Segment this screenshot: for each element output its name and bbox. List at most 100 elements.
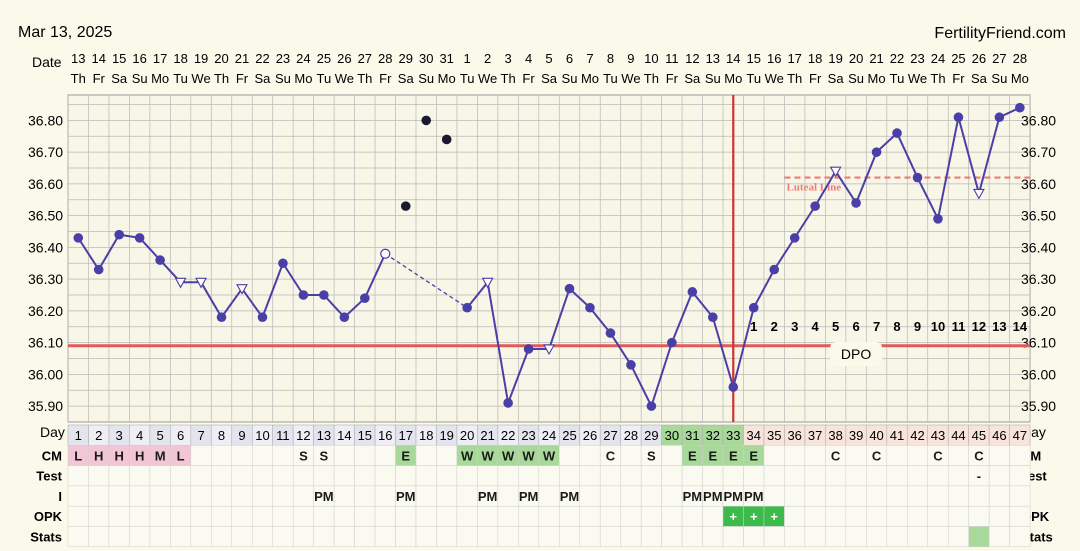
table-cell xyxy=(477,465,499,487)
temp-point[interactable] xyxy=(851,198,861,208)
table-cell xyxy=(272,465,294,487)
day-number: 39 xyxy=(849,428,863,443)
temp-point[interactable] xyxy=(708,312,718,323)
table-cell xyxy=(599,505,621,527)
brand-logo[interactable]: FertilityFriend.com xyxy=(934,25,1066,42)
temp-point-discarded[interactable] xyxy=(400,201,411,211)
temp-point[interactable] xyxy=(339,312,350,323)
table-cell xyxy=(988,526,1010,548)
date-tick: 24 xyxy=(296,51,310,66)
temp-point[interactable] xyxy=(892,128,902,138)
table-cell-value: PM xyxy=(744,489,764,504)
temp-point[interactable] xyxy=(523,344,534,354)
table-cell xyxy=(374,505,396,527)
temp-point[interactable] xyxy=(748,302,759,313)
table-cell xyxy=(333,485,355,507)
table-cell xyxy=(661,465,683,487)
date-tick: 17 xyxy=(787,51,801,66)
temp-point-triangle[interactable] xyxy=(543,344,555,356)
table-cell xyxy=(251,445,273,466)
temp-point[interactable] xyxy=(605,328,616,338)
temp-point[interactable] xyxy=(134,233,145,243)
table-cell xyxy=(415,465,437,487)
temp-line-segment xyxy=(977,116,1001,194)
temp-point-open[interactable] xyxy=(380,248,391,259)
y-tick-left: 36.10 xyxy=(28,335,63,351)
date-tick: 20 xyxy=(849,51,863,66)
temp-line-segment xyxy=(691,291,714,318)
table-cell-value: C xyxy=(933,448,943,463)
table-cell xyxy=(292,465,314,487)
temp-line-segment xyxy=(261,262,284,318)
temp-point[interactable] xyxy=(933,214,943,224)
temp-point-discarded[interactable] xyxy=(441,134,452,145)
table-cell-value: PM xyxy=(703,489,723,504)
day-number: 22 xyxy=(501,428,515,443)
temp-point-triangle[interactable] xyxy=(829,166,842,178)
temp-point[interactable] xyxy=(114,229,124,240)
temp-point[interactable] xyxy=(298,290,309,300)
table-cell xyxy=(559,445,581,466)
temp-point[interactable] xyxy=(585,302,595,313)
temp-point-triangle[interactable] xyxy=(174,277,187,289)
table-cell-value: E xyxy=(688,448,697,463)
temp-point[interactable] xyxy=(789,233,800,243)
temp-point[interactable] xyxy=(319,290,329,300)
temp-point[interactable] xyxy=(257,312,268,323)
table-cell xyxy=(456,465,478,487)
temp-line-segment xyxy=(814,170,837,207)
table-cell xyxy=(907,505,928,527)
temp-point[interactable] xyxy=(564,283,575,294)
temp-point[interactable] xyxy=(687,287,698,297)
table-cell xyxy=(579,526,601,548)
temp-point[interactable] xyxy=(360,293,370,303)
table-cell xyxy=(579,485,601,507)
temp-point-triangle[interactable] xyxy=(236,284,248,295)
temp-point-discarded[interactable] xyxy=(421,115,432,126)
temp-point[interactable] xyxy=(871,147,882,157)
temp-point[interactable] xyxy=(810,201,820,211)
temp-point[interactable] xyxy=(462,302,472,313)
temp-point[interactable] xyxy=(216,312,227,323)
temp-point-triangle[interactable] xyxy=(195,277,207,289)
temp-line-segment xyxy=(916,177,939,220)
temp-point-triangle[interactable] xyxy=(481,277,494,289)
temp-point[interactable] xyxy=(912,172,923,183)
table-cell xyxy=(477,526,499,548)
weekday-tick: Su xyxy=(132,71,148,86)
table-cell xyxy=(149,465,171,487)
weekday-tick: Sa xyxy=(541,71,558,86)
weekday-tick: Fr xyxy=(809,71,822,86)
day-number: 29 xyxy=(644,428,658,443)
temp-point[interactable] xyxy=(1015,102,1025,113)
table-cell xyxy=(211,445,233,466)
temp-point[interactable] xyxy=(667,337,677,348)
y-tick-right: 36.20 xyxy=(1021,303,1056,319)
temp-point-triangle[interactable] xyxy=(972,188,985,200)
temp-point[interactable] xyxy=(503,398,513,408)
temp-point[interactable] xyxy=(626,360,636,370)
day-number: 2 xyxy=(95,428,102,443)
weekday-tick: Th xyxy=(214,71,229,86)
weekday-tick: Sa xyxy=(111,71,128,86)
temp-point[interactable] xyxy=(646,401,657,411)
day-number: 40 xyxy=(869,428,883,443)
table-cell xyxy=(866,526,888,548)
temp-point[interactable] xyxy=(953,112,964,123)
table-cell xyxy=(374,526,396,548)
temp-point[interactable] xyxy=(73,233,84,243)
temp-point[interactable] xyxy=(155,255,165,265)
weekday-tick: We xyxy=(908,71,927,86)
day-number: 6 xyxy=(177,428,184,443)
day-number: 11 xyxy=(276,428,290,443)
table-cell xyxy=(988,505,1010,527)
y-tick-right: 36.70 xyxy=(1021,144,1056,160)
temp-point[interactable] xyxy=(278,258,288,269)
y-tick-left: 36.70 xyxy=(28,144,63,160)
temp-point[interactable] xyxy=(728,382,739,392)
temp-point[interactable] xyxy=(769,264,780,275)
table-cell xyxy=(231,505,253,527)
temp-point[interactable] xyxy=(93,264,104,275)
table-cell xyxy=(845,445,867,466)
temp-point[interactable] xyxy=(994,112,1005,123)
